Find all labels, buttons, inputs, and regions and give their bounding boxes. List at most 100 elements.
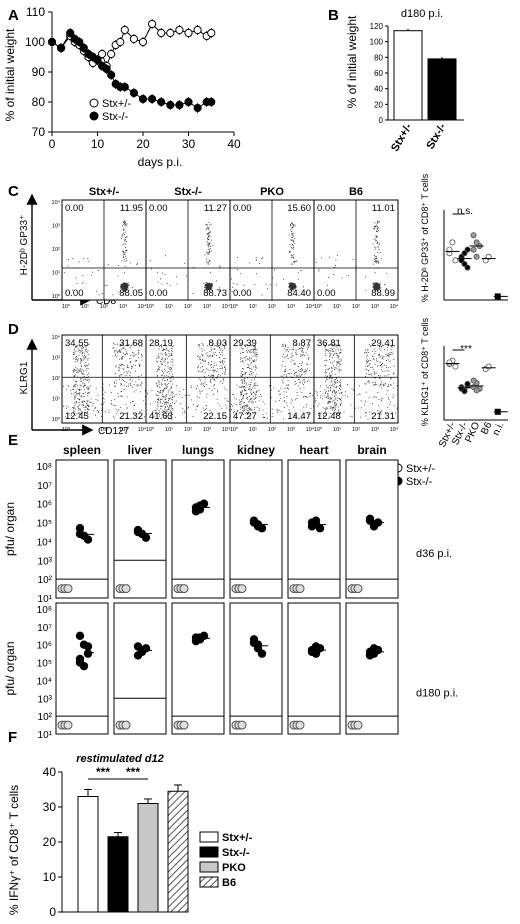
flow-event [120,383,122,384]
flow-event [378,399,380,400]
flow-event [175,400,177,402]
flow-xtick-label: 10² [100,427,108,433]
flow-event [302,396,304,398]
flow-event [165,412,167,414]
flow-xtick-label: 10¹ [165,304,173,310]
flow-event [143,400,145,402]
flow-event [290,247,292,249]
flow-event [339,363,340,365]
flow-event [304,380,306,382]
flow-event [217,403,219,405]
panel-e-ytick-label: 10³ [38,556,53,567]
panel-a-point [120,82,129,92]
flow-event [376,224,378,226]
flow-event [340,384,342,386]
flow-event [168,418,170,420]
flow-event [284,369,286,371]
flow-event [351,388,353,390]
flow-event [88,363,89,365]
flow-event [245,356,247,358]
flow-event [161,346,163,347]
flow-event [209,248,211,250]
flow-quadrant-ur: 11.27 [204,203,227,214]
flow-event [124,289,126,291]
flow-event [249,368,251,369]
flow-event [154,411,156,413]
flow-event [87,400,89,402]
flow-event [206,224,208,226]
flow-event [333,413,335,415]
flow-event [335,404,337,406]
flow-event [124,271,125,273]
flow-ytick-label: 10¹ [52,271,60,277]
flow-event [213,364,215,366]
flow-event [299,362,301,364]
flow-event [293,369,295,371]
flow-event [208,361,210,363]
flow-event [79,392,81,394]
flow-event [137,384,139,386]
flow-event [225,389,227,391]
flow-event [329,353,331,355]
flow-event [330,384,332,386]
flow-event [242,380,244,382]
panel-e-ko-point [133,527,143,537]
flow-event [378,375,379,376]
flow-event [85,356,87,358]
flow-event [243,402,245,404]
flow-event [270,385,272,386]
flow-event [144,416,145,418]
flow-event [206,229,207,231]
flow-event [329,408,331,410]
flow-event [172,364,174,366]
flow-event [306,403,308,405]
panel-e-het-point [237,584,247,594]
panel-a-point [57,43,66,53]
flow-event [209,271,211,273]
flow-event [210,285,212,286]
flow-event [251,379,253,381]
flow-event [328,387,329,389]
flow-event [200,362,201,364]
panel-a-point [157,28,166,38]
flow-event [332,391,334,392]
panel-c-xaxis-label: CD8 [96,296,116,307]
flow-event [332,345,334,347]
flow-event [213,374,214,376]
flow-event [324,413,326,415]
flow-event [125,287,127,289]
flow-event [161,283,163,285]
flow-event [305,406,307,408]
flow-event [387,353,389,355]
flow-event [309,345,311,347]
flow-event [118,349,120,351]
flow-event [208,375,209,376]
flow-event [255,348,257,350]
flow-event [326,414,328,416]
flow-event [326,387,328,388]
panel-label-a: A [8,7,19,24]
flow-event [301,418,303,420]
flow-event [284,365,286,367]
flow-event [385,353,387,355]
flow-event [241,368,243,370]
flow-event [334,384,335,386]
flow-event [201,354,203,356]
flow-event [84,355,85,357]
flow-event [101,293,103,294]
flow-event [308,414,310,416]
flow-event [285,350,287,352]
flow-event [163,412,165,414]
flow-event [378,248,380,250]
flow-event [376,284,378,286]
flow-event [284,348,286,350]
flow-xtick-label: 10¹ [81,427,89,433]
flow-event [206,240,208,242]
flow-event [141,353,143,355]
flow-event [211,286,213,288]
flow-event [329,377,330,379]
flow-event [83,386,85,388]
flow-quadrant-ll: 12.48 [317,411,341,422]
